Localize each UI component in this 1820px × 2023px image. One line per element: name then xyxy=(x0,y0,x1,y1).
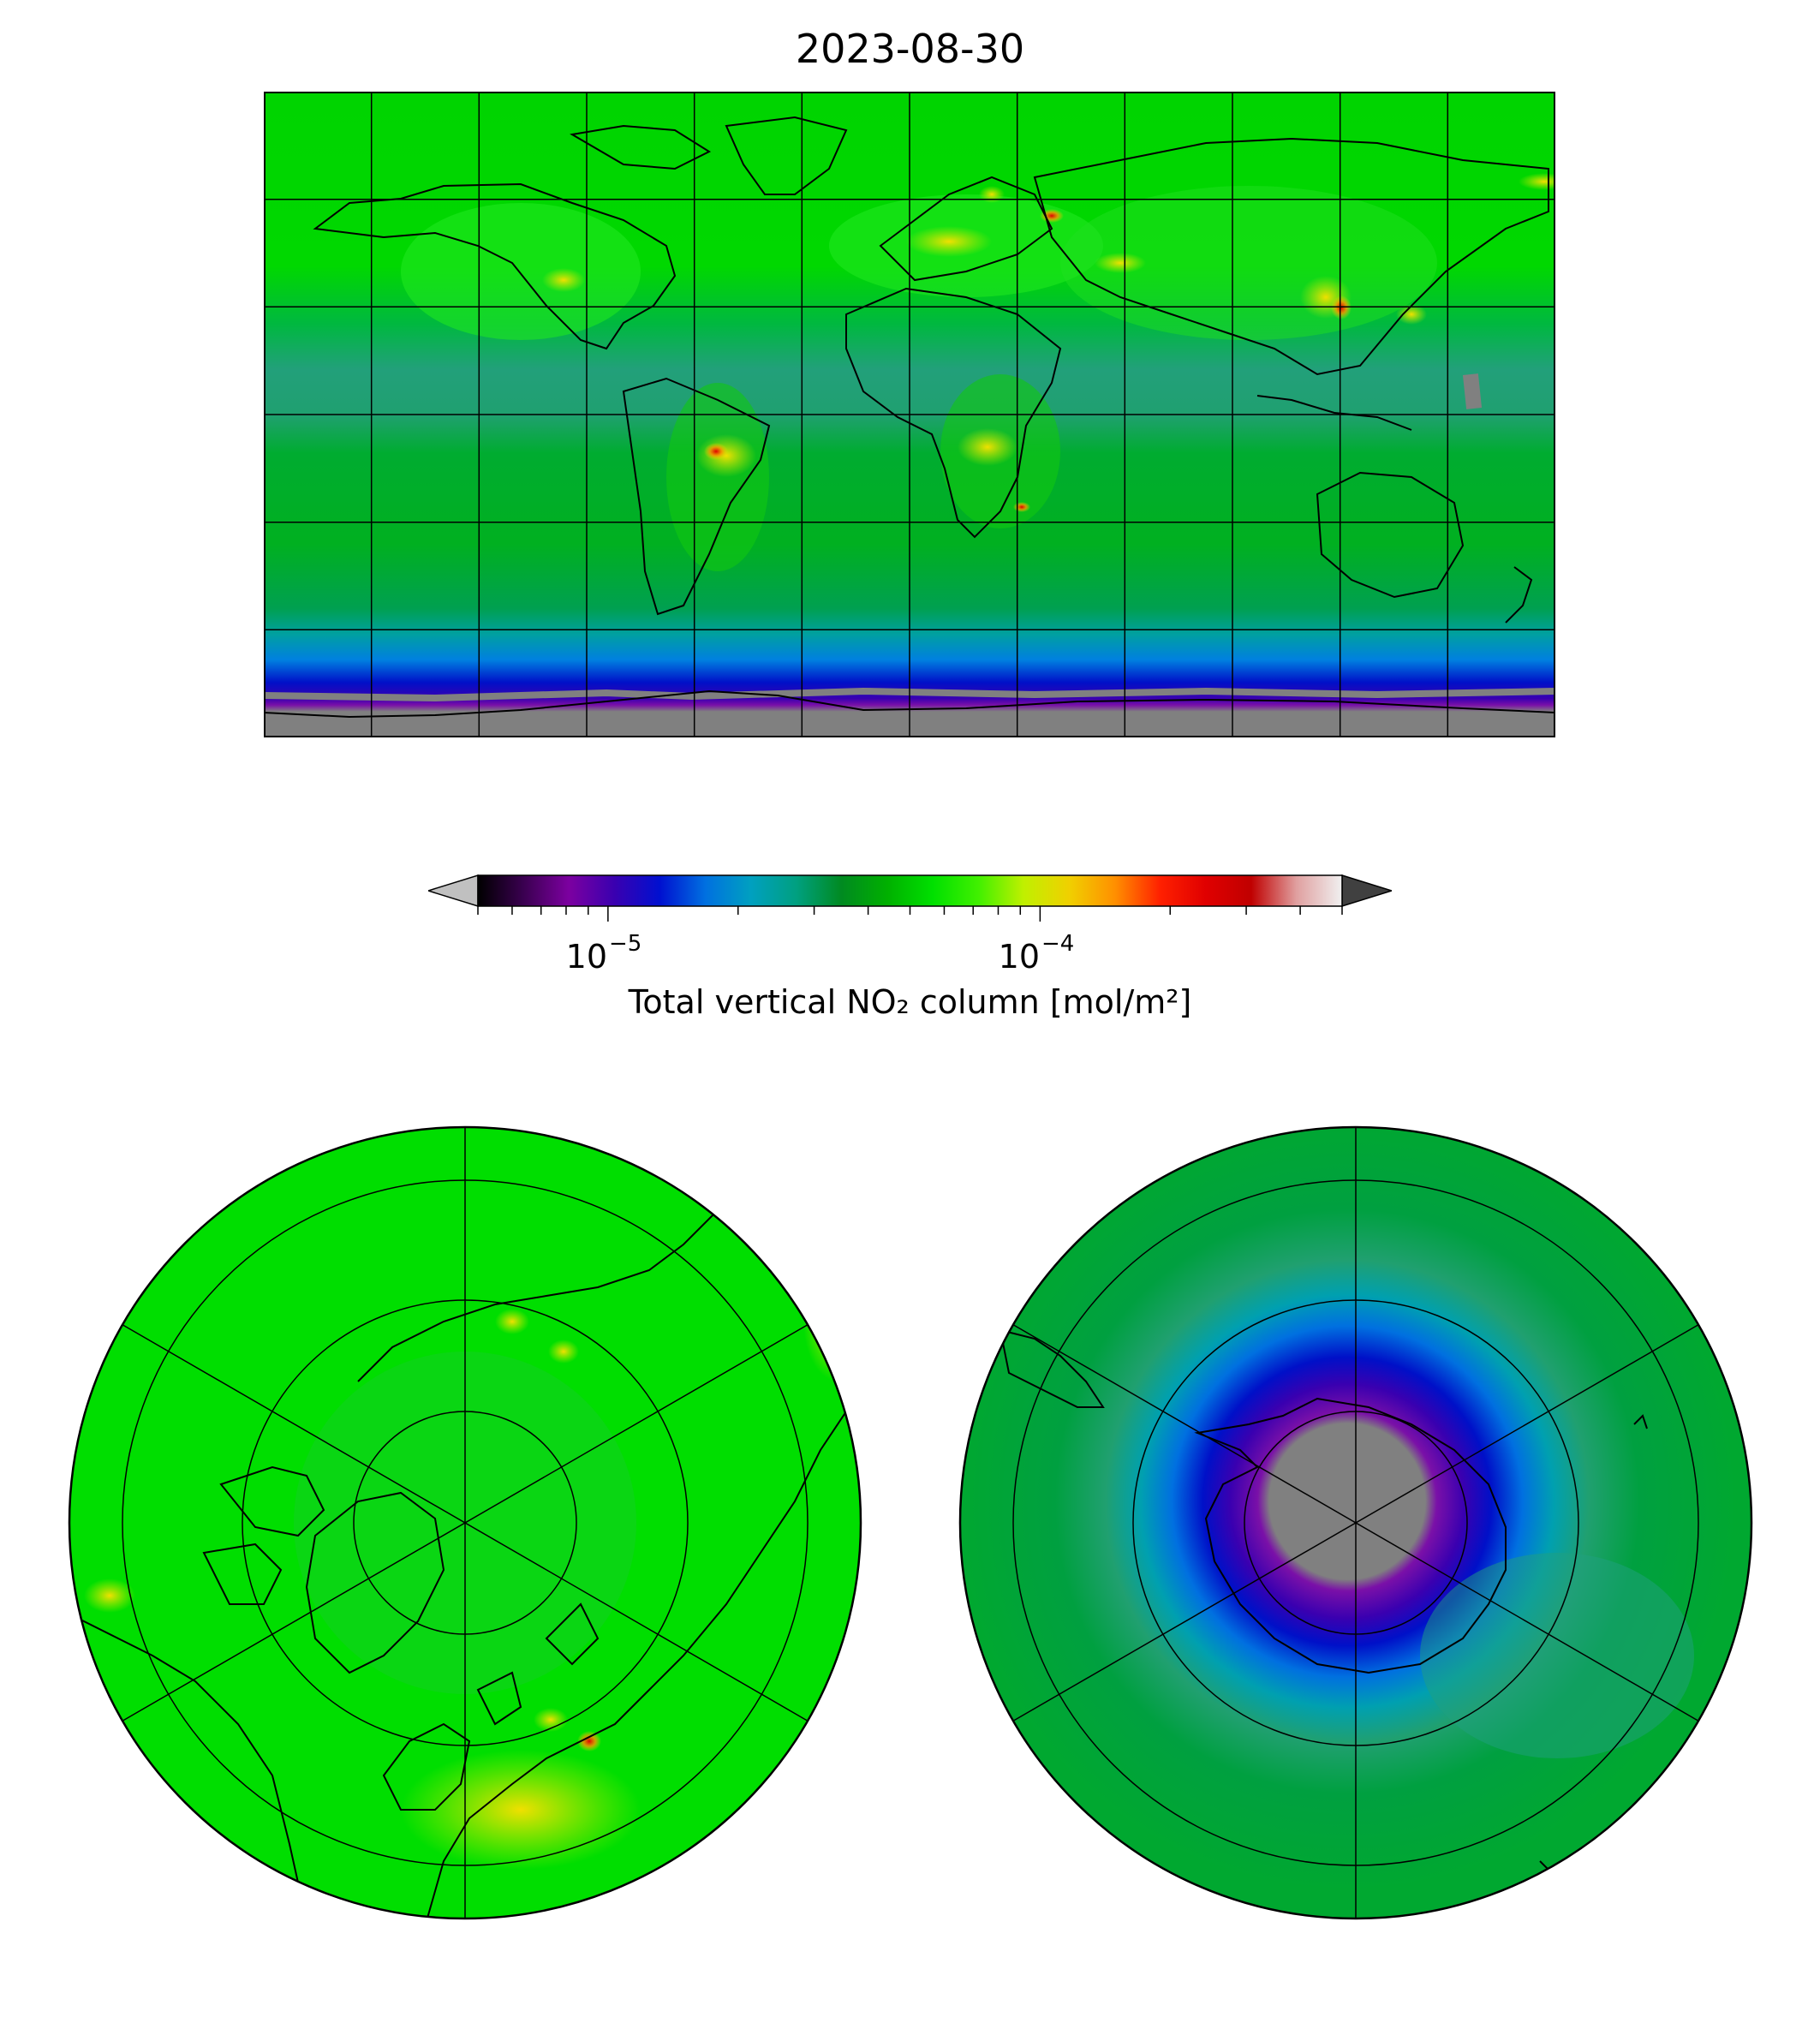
colorbar-under-extend xyxy=(428,874,479,908)
colorbar-tick-label-1e-4: 10 −4 xyxy=(999,931,1075,976)
south-polar-map xyxy=(958,1125,1753,1920)
north-polar-map xyxy=(68,1125,862,1920)
colorbar-gradient xyxy=(477,874,1343,907)
svg-text:10: 10 xyxy=(999,938,1040,976)
colorbar: 10 −5 10 −4 xyxy=(428,874,1392,976)
svg-text:10: 10 xyxy=(566,938,607,976)
svg-text:−5: −5 xyxy=(609,931,641,957)
page-title: 2023-08-30 xyxy=(795,26,1025,72)
colorbar-tick-label-1e-5: 10 −5 xyxy=(566,931,642,976)
world-map xyxy=(264,92,1555,737)
colorbar-over-extend xyxy=(1341,874,1392,908)
colorbar-label: Total vertical NO₂ column [mol/m²] xyxy=(628,983,1192,1021)
svg-text:−4: −4 xyxy=(1041,931,1074,957)
